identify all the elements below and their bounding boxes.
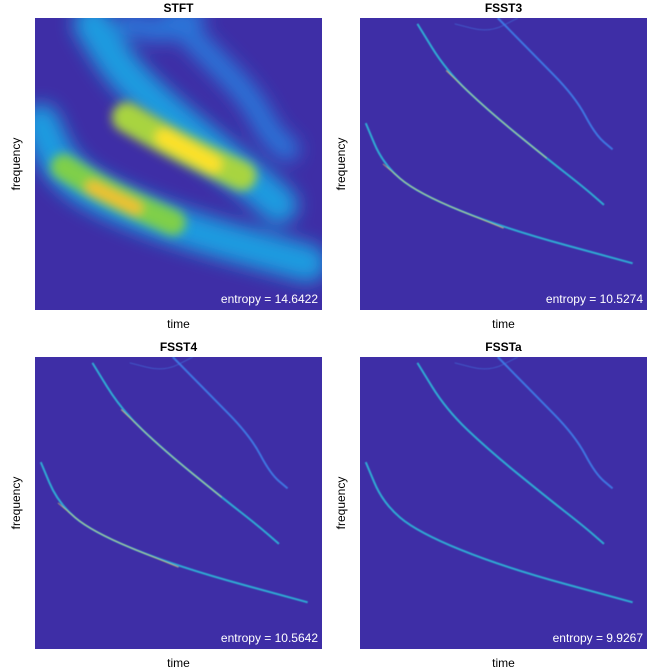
panel: STFT time frequency entropy = 14.6422 — [9, 1, 322, 331]
ridge — [454, 357, 519, 370]
x-axis-label: time — [492, 656, 515, 669]
ridge — [497, 357, 614, 490]
x-axis-label: time — [492, 317, 515, 331]
panel-title: FSST4 — [160, 340, 198, 354]
panel: FSSTa time frequency entropy = 9.9267 — [334, 340, 647, 669]
panel: FSST4 time frequency entropy = 10.5642 — [9, 340, 322, 669]
energy-core — [50, 102, 257, 236]
annotation: entropy = 10.5274 — [546, 292, 643, 306]
plot-background — [360, 357, 647, 649]
ridge-peak — [120, 409, 222, 498]
ridge — [416, 362, 605, 545]
annotation: entropy = 14.6422 — [221, 292, 318, 306]
panel: FSST3 time frequency entropy = 10.5274 — [334, 1, 647, 331]
plot-area — [360, 18, 647, 310]
y-axis-label: frequency — [334, 138, 348, 191]
ridge-peak — [57, 502, 179, 568]
x-axis-label: time — [167, 656, 190, 669]
y-axis-label: frequency — [334, 477, 348, 530]
ridge-hot — [155, 128, 222, 173]
y-axis-label: frequency — [9, 477, 23, 530]
panel-title: STFT — [164, 1, 195, 15]
y-axis-label: frequency — [9, 138, 23, 191]
x-axis-label: time — [167, 317, 190, 331]
ridge-glow — [117, 18, 205, 42]
ridge — [172, 357, 289, 490]
annotation: entropy = 9.9267 — [553, 631, 644, 645]
ridges — [364, 357, 633, 604]
plot-background — [35, 357, 322, 649]
panel-title: FSSTa — [485, 340, 522, 354]
ridge-glow — [160, 18, 300, 162]
plot-area — [35, 18, 322, 310]
annotation: entropy = 10.5642 — [221, 631, 318, 645]
ridge — [364, 461, 633, 604]
ridge-peak — [445, 70, 547, 159]
panel-title: FSST3 — [485, 1, 523, 15]
plot-area — [360, 357, 647, 649]
ridges — [39, 357, 308, 604]
ridges — [364, 18, 633, 265]
ridge-peak — [382, 163, 504, 229]
plot-area — [35, 357, 322, 649]
plot-background — [360, 18, 647, 310]
ridge — [454, 18, 519, 31]
ridge-hot — [85, 180, 143, 215]
ridge — [497, 18, 614, 151]
ridge — [129, 357, 194, 370]
